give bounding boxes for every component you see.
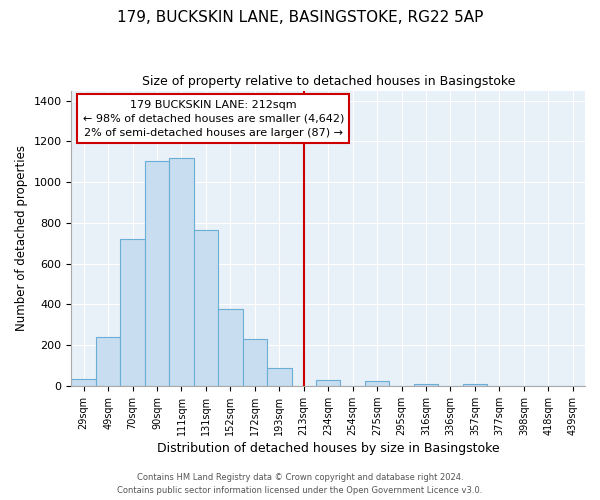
Bar (96, 337, 121, 386)
Bar (365, 382, 389, 386)
Bar (242, 339, 267, 386)
Bar (463, 384, 487, 386)
Bar (145, 161, 169, 386)
Bar (316, 380, 340, 386)
Bar (267, 368, 292, 386)
Bar (71, 378, 96, 386)
X-axis label: Distribution of detached houses by size in Basingstoke: Distribution of detached houses by size … (157, 442, 500, 455)
Bar (121, 239, 145, 386)
Y-axis label: Number of detached properties: Number of detached properties (15, 145, 28, 331)
Bar (194, 230, 218, 386)
Bar (414, 384, 438, 386)
Title: Size of property relative to detached houses in Basingstoke: Size of property relative to detached ho… (142, 75, 515, 88)
Bar (169, 158, 194, 386)
Text: Contains HM Land Registry data © Crown copyright and database right 2024.
Contai: Contains HM Land Registry data © Crown c… (118, 474, 482, 495)
Text: 179, BUCKSKIN LANE, BASINGSTOKE, RG22 5AP: 179, BUCKSKIN LANE, BASINGSTOKE, RG22 5A… (117, 10, 483, 25)
Bar (218, 310, 242, 386)
Text: 179 BUCKSKIN LANE: 212sqm
← 98% of detached houses are smaller (4,642)
2% of sem: 179 BUCKSKIN LANE: 212sqm ← 98% of detac… (83, 100, 344, 138)
